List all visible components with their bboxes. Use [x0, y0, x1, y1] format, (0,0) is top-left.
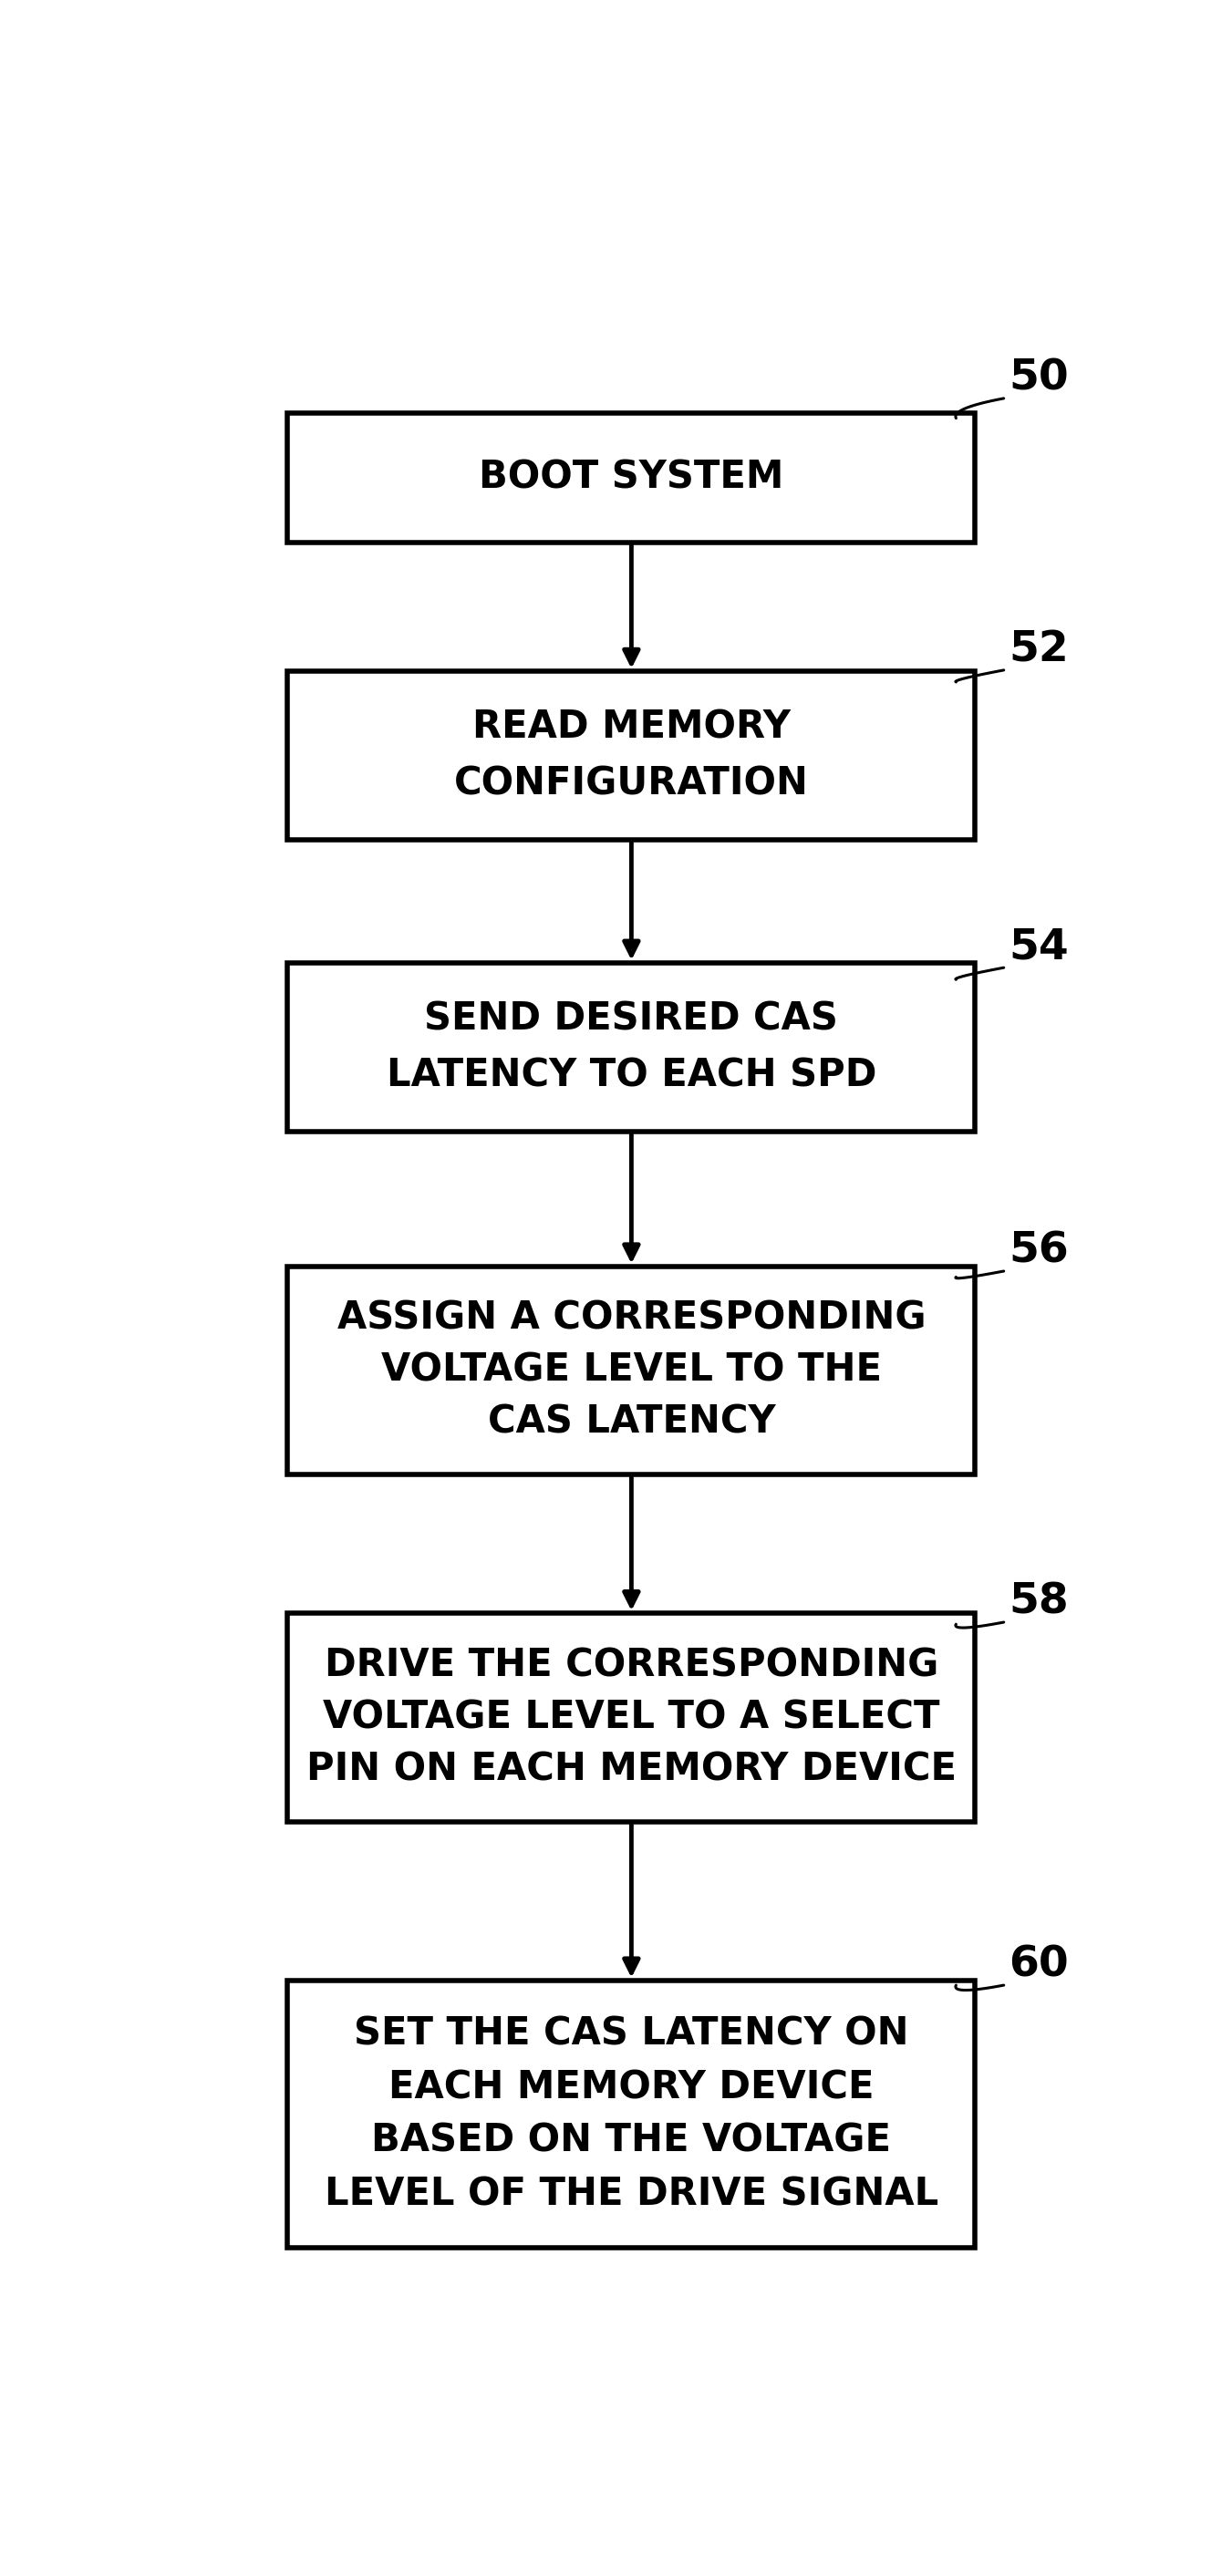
Text: PIN ON EACH MEMORY DEVICE: PIN ON EACH MEMORY DEVICE — [307, 1749, 956, 1788]
Text: LEVEL OF THE DRIVE SIGNAL: LEVEL OF THE DRIVE SIGNAL — [324, 2174, 939, 2213]
Text: BOOT SYSTEM: BOOT SYSTEM — [479, 459, 784, 497]
Text: VOLTAGE LEVEL TO A SELECT: VOLTAGE LEVEL TO A SELECT — [323, 1698, 940, 1736]
Text: 50: 50 — [1009, 358, 1068, 399]
Text: 60: 60 — [1009, 1945, 1068, 1986]
Text: 52: 52 — [1009, 629, 1068, 670]
Text: ASSIGN A CORRESPONDING: ASSIGN A CORRESPONDING — [338, 1298, 925, 1337]
Text: SEND DESIRED CAS: SEND DESIRED CAS — [425, 999, 838, 1038]
FancyBboxPatch shape — [288, 1613, 975, 1821]
Text: DRIVE THE CORRESPONDING: DRIVE THE CORRESPONDING — [324, 1646, 939, 1685]
Text: 56: 56 — [1009, 1231, 1068, 1273]
Text: 58: 58 — [1009, 1582, 1068, 1623]
Text: 54: 54 — [1009, 927, 1068, 969]
Text: SET THE CAS LATENCY ON: SET THE CAS LATENCY ON — [354, 2014, 909, 2053]
Text: BASED ON THE VOLTAGE: BASED ON THE VOLTAGE — [372, 2123, 891, 2161]
Text: CONFIGURATION: CONFIGURATION — [455, 765, 808, 804]
Text: LATENCY TO EACH SPD: LATENCY TO EACH SPD — [387, 1056, 876, 1095]
FancyBboxPatch shape — [288, 672, 975, 840]
FancyBboxPatch shape — [288, 1981, 975, 2249]
FancyBboxPatch shape — [288, 963, 975, 1131]
Text: EACH MEMORY DEVICE: EACH MEMORY DEVICE — [388, 2069, 875, 2107]
Text: CAS LATENCY: CAS LATENCY — [488, 1404, 775, 1443]
FancyBboxPatch shape — [288, 1267, 975, 1473]
FancyBboxPatch shape — [288, 412, 975, 541]
Text: READ MEMORY: READ MEMORY — [472, 708, 791, 747]
Text: VOLTAGE LEVEL TO THE: VOLTAGE LEVEL TO THE — [381, 1352, 882, 1388]
